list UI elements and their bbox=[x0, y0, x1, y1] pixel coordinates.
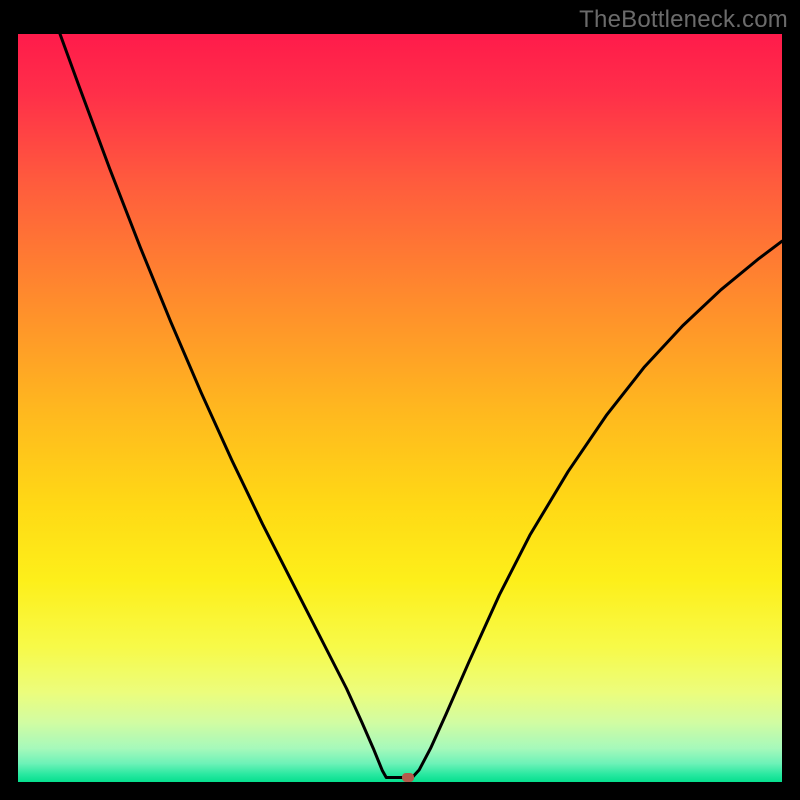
curve-path bbox=[60, 34, 782, 778]
plot-area bbox=[18, 34, 782, 782]
bottleneck-curve bbox=[18, 34, 782, 782]
optimum-marker bbox=[402, 773, 414, 782]
watermark-text: TheBottleneck.com bbox=[579, 6, 788, 34]
